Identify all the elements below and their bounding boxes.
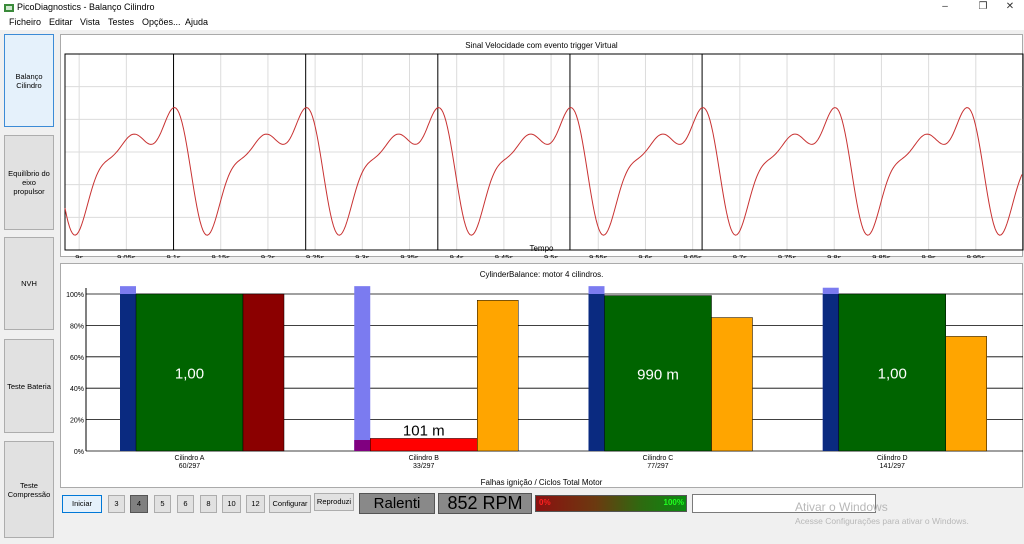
start-button[interactable]: Iniciar [62, 495, 102, 513]
cylinder-name-label: Cilindro B [409, 455, 440, 462]
mode-display: Ralenti [359, 493, 435, 514]
configure-button[interactable]: Configurar [269, 495, 311, 513]
cyl-button-3[interactable]: 3 [108, 495, 125, 513]
cylinder-ratio-label: 33/297 [413, 463, 435, 470]
cylinder-ratio-label: 141/297 [880, 463, 905, 470]
activation-watermark-subtitle: Acesse Configurações para ativar o Windo… [795, 516, 969, 526]
balance-value-label: 990 m [637, 366, 679, 383]
signal-tick-label: 9,5s [544, 253, 558, 258]
signal-chart-title: Sinal Velocidade com evento trigger Virt… [465, 41, 618, 50]
third-bar [242, 293, 285, 452]
gauge-min-label: 0% [539, 498, 551, 507]
signal-tick-label: 9,7s [733, 253, 747, 258]
menu-testes[interactable]: Testes [108, 17, 135, 27]
signal-chart: 9s 9,05s 9,1s 9,15s 9,2s 9,25s 9,3s 9,35s 9,4s 9,… [64, 53, 1024, 258]
bar-y-tick-label: 60% [70, 355, 84, 362]
signal-tick-label: 9,2s [261, 253, 275, 258]
signal-tick-label: 9,65s [683, 253, 702, 258]
signal-tick-label: 9,05s [117, 253, 136, 258]
menu-bar: Ficheiro Editar Vista Testes Opções... A… [0, 16, 1024, 30]
third-bar [945, 336, 987, 452]
bar-y-tick-label: 80% [70, 323, 84, 330]
signal-tick-label: 9,3s [355, 253, 369, 258]
signal-tick-label: 9,45s [495, 253, 514, 258]
signal-tick-label: 9,1s [166, 253, 180, 258]
title-bar: PicoDiagnostics - Balanço Cilindro – ❐ ✕ [0, 0, 1024, 16]
cyl-button-12[interactable]: 12 [246, 495, 265, 513]
cylinder-name-label: Cilindro A [175, 455, 205, 462]
signal-tick-label: 9,35s [400, 253, 419, 258]
menu-vista[interactable]: Vista [80, 17, 100, 27]
bar-y-tick-label: 20% [70, 418, 84, 425]
signal-x-axis-label: Tempo [529, 244, 554, 253]
sidebar-item-teste-compressao[interactable]: Teste Compressão [4, 441, 54, 538]
misfire-lower-bar [354, 440, 371, 451]
sidebar-item-equilibrio-eixo[interactable]: Equilíbrio do eixo propulsor [4, 135, 54, 230]
signal-tick-label: 9,55s [589, 253, 608, 258]
cyl-button-4[interactable]: 4 [130, 495, 148, 513]
misfire-lower-bar [588, 294, 605, 451]
balance-bar [135, 293, 244, 452]
balance-value-label: 1,00 [878, 366, 907, 383]
sidebar-item-nvh[interactable]: NVH [4, 237, 54, 330]
signal-tick-label: 9,4s [450, 253, 464, 258]
misfire-bar [354, 286, 371, 451]
rpm-gauge-bar: 0% 100% [535, 495, 687, 512]
balance-value-label: 1,00 [175, 366, 204, 383]
app-icon [4, 4, 14, 12]
status-textbox[interactable] [692, 494, 876, 513]
cyl-button-6[interactable]: 6 [177, 495, 194, 513]
balance-bar [370, 438, 478, 452]
menu-ficheiro[interactable]: Ficheiro [9, 17, 42, 27]
cylinder-balance-panel: CylinderBalance: motor 4 cilindros. 0% 20… [60, 263, 1023, 488]
bar-x-axis-label: Falhas ignição / Ciclos Total Motor [480, 478, 603, 487]
signal-tick-label: 9,95s [967, 253, 986, 258]
activation-watermark-title: Ativar o Windows [795, 500, 888, 514]
balance-value-label: 101 m [403, 422, 445, 439]
menu-ajuda[interactable]: Ajuda [185, 17, 209, 27]
cylinder-name-label: Cilindro C [643, 455, 674, 462]
signal-tick-label: 9,8s [827, 253, 841, 258]
signal-tick-label: 9,15s [212, 253, 231, 258]
signal-tick-label: 9s [75, 253, 83, 258]
bar-chart-title: CylinderBalance: motor 4 cilindros. [479, 270, 604, 279]
signal-tick-label: 9,25s [306, 253, 325, 258]
cyl-button-8[interactable]: 8 [200, 495, 217, 513]
close-icon[interactable]: ✕ [1005, 1, 1015, 12]
bar-y-tick-label: 0% [74, 449, 84, 456]
signal-tick-label: 9,9s [922, 253, 936, 258]
cylinder-ratio-label: 77/297 [647, 463, 669, 470]
signal-chart-panel: Sinal Velocidade com evento trigger Virt… [60, 34, 1024, 258]
third-bar [711, 317, 753, 452]
menu-editar[interactable]: Editar [49, 17, 73, 27]
misfire-lower-bar [120, 294, 136, 451]
third-bar [477, 300, 519, 452]
signal-tick-label: 9,75s [778, 253, 797, 258]
menu-opcoes[interactable]: Opções... [142, 17, 181, 27]
bar-y-tick-label: 40% [70, 386, 84, 393]
minimize-icon[interactable]: – [942, 1, 948, 12]
signal-tick-label: 9,85s [872, 253, 891, 258]
rpm-display: 852 RPM [438, 493, 532, 514]
sidebar-item-balanco-cilindro[interactable]: Balanço Cilindro [4, 34, 54, 127]
cyl-button-10[interactable]: 10 [222, 495, 241, 513]
cyl-button-5[interactable]: 5 [154, 495, 171, 513]
balance-bar [838, 293, 946, 452]
signal-tick-label: 9,6s [638, 253, 652, 258]
bar-y-tick-label: 100% [66, 292, 84, 299]
reproduce-button[interactable]: Reproduzi [314, 493, 354, 511]
cylinder-balance-chart: 0% 20% 40% 60% 80% 100% 1,00 Cilindro A60/297 10… [66, 286, 1023, 470]
gauge-max-label: 100% [663, 498, 684, 507]
cylinder-ratio-label: 60/297 [179, 463, 201, 470]
window-title: PicoDiagnostics - Balanço Cilindro [17, 2, 155, 12]
sidebar-item-teste-bateria[interactable]: Teste Bateria [4, 339, 54, 433]
cylinder-name-label: Cilindro D [877, 455, 908, 462]
restore-icon[interactable]: ❐ [978, 1, 988, 12]
signal-series-line [64, 106, 1023, 236]
misfire-lower-bar [822, 294, 839, 451]
